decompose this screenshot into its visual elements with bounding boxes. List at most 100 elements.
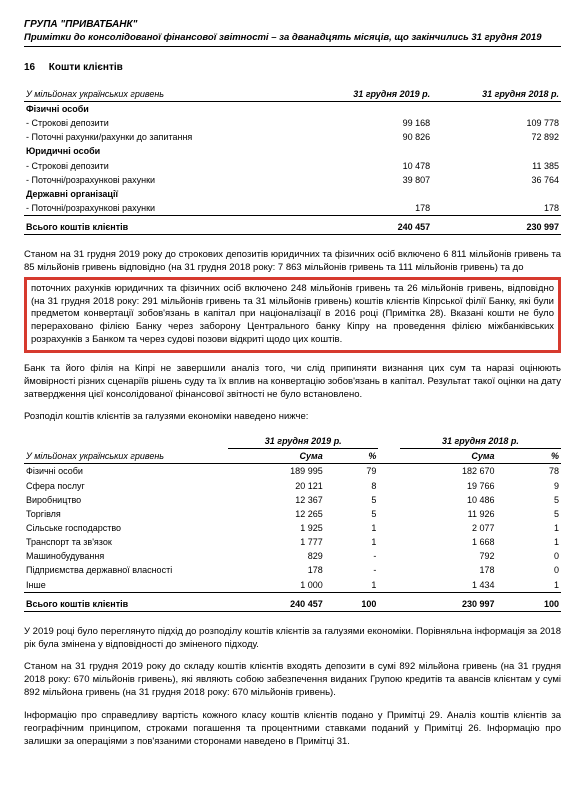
group-header: Фізичні особи [24,101,561,116]
sector-pct-2019: - [325,563,379,577]
table-row: - Строкові депозити 99 168 109 778 [24,116,561,130]
row-value-2018: 11 385 [432,159,561,173]
body-paragraph: Банк та його філія на Кіпрі не завершили… [24,363,561,401]
sector-intro: Розподіл коштів клієнтів за галузями еко… [24,411,561,424]
sector-pct-2018: 78 [497,464,561,479]
row-value-2018: 36 764 [432,173,561,187]
units-label: У мільйонах українських гривень [24,87,303,102]
group-name: Юридичні особи [24,144,303,158]
sector-sum-2018: 10 486 [400,493,497,507]
col-header-2019: 31 грудня 2019 р. [303,87,432,102]
table-row: - Строкові депозити 10 478 11 385 [24,159,561,173]
sector-sum-2018: 2 077 [400,521,497,535]
col-header-2018: 31 грудня 2018 р. [432,87,561,102]
row-label: - Поточні рахунки/рахунки до запитання [24,130,303,144]
row-value-2018: 109 778 [432,116,561,130]
header-rule [24,46,561,47]
sector-label: Транспорт та зв'язок [24,535,228,549]
sector-label: Торгівля [24,507,228,521]
sector-label: Фізичні особи [24,464,228,479]
row-value-2019: 10 478 [303,159,432,173]
highlighted-paragraph: поточних рахунків юридичних та фізичних … [31,283,554,347]
sum-header-2019: Сума [228,449,325,464]
row-value-2018: 72 892 [432,130,561,144]
sector-sum-2019: 12 367 [228,493,325,507]
sum-header-2018: Сума [400,449,497,464]
sector-label: Сільське господарство [24,521,228,535]
total-pct-2018: 100 [497,597,561,612]
sector-label: Виробництво [24,493,228,507]
highlight-box: поточних рахунків юридичних та фізичних … [24,277,561,353]
sector-sum-2018: 178 [400,563,497,577]
group-header: Державні організації [24,187,561,201]
separator [24,235,561,240]
sector-pct-2019: 8 [325,479,379,493]
sector-pct-2019: 1 [325,535,379,549]
sector-row: Торгівля12 265511 9265 [24,507,561,521]
sector-label: Сфера послуг [24,479,228,493]
sector-row: Фізичні особи189 99579182 67078 [24,464,561,479]
row-label: - Поточні/розрахункові рахунки [24,201,303,216]
sector-label: Інше [24,578,228,593]
total-sum-2018: 230 997 [400,597,497,612]
sector-total-row: Всього коштів клієнтів 240 457 100 230 9… [24,597,561,612]
sector-sum-2019: 1 777 [228,535,325,549]
sector-sum-2018: 792 [400,549,497,563]
row-value-2019: 178 [303,201,432,216]
sector-pct-2018: 1 [497,578,561,593]
sector-pct-2019: 1 [325,578,379,593]
sector-pct-2019: 1 [325,521,379,535]
sector-label: Машинобудування [24,549,228,563]
sector-sum-2018: 11 926 [400,507,497,521]
sector-row: Виробництво12 367510 4865 [24,493,561,507]
sector-table: 31 грудня 2019 р. 31 грудня 2018 р. У мі… [24,434,561,616]
sector-pct-2019: 79 [325,464,379,479]
sector-sum-2018: 1 668 [400,535,497,549]
sector-pct-2018: 9 [497,479,561,493]
total-label: Всього коштів клієнтів [24,597,228,612]
section-title: 16 Кошти клієнтів [24,61,561,75]
sector-row: Інше1 00011 4341 [24,578,561,593]
sector-sum-2019: 1 000 [228,578,325,593]
row-value-2018: 178 [432,201,561,216]
separator [24,611,561,616]
sector-pct-2018: 1 [497,521,561,535]
period-2019: 31 грудня 2019 р. [228,434,378,449]
sector-pct-2018: 0 [497,563,561,577]
table-row: - Поточні/розрахункові рахунки 39 807 36… [24,173,561,187]
total-value-2019: 240 457 [303,220,432,235]
total-pct-2019: 100 [325,597,379,612]
footer-paragraph: Інформацію про справедливу вартість кожн… [24,710,561,748]
total-sum-2019: 240 457 [228,597,325,612]
section-number: 16 [24,61,46,75]
page: ГРУПА "ПРИВАТБАНК" Примітки до консолідо… [0,0,585,782]
body-paragraph: Станом на 31 грудня 2019 року до строков… [24,249,561,275]
table-header-row: У мільйонах українських гривень 31 грудн… [24,87,561,102]
sector-sum-2019: 1 925 [228,521,325,535]
period-2018: 31 грудня 2018 р. [400,434,561,449]
pct-header-2018: % [497,449,561,464]
sector-sum-2018: 19 766 [400,479,497,493]
sector-pct-2019: 5 [325,493,379,507]
sector-sum-2019: 178 [228,563,325,577]
sector-header-columns: У мільйонах українських гривень Сума % С… [24,449,561,464]
total-row: Всього коштів клієнтів 240 457 230 997 [24,220,561,235]
header-subtitle: Примітки до консолідованої фінансової зв… [24,32,561,45]
units-label: У мільйонах українських гривень [24,449,228,464]
pct-header-2019: % [325,449,379,464]
sector-pct-2019: 5 [325,507,379,521]
row-value-2019: 99 168 [303,116,432,130]
group-name: Державні організації [24,187,303,201]
sector-pct-2018: 5 [497,493,561,507]
footer-paragraph: Станом на 31 грудня 2019 року до складу … [24,661,561,699]
header-org: ГРУПА "ПРИВАТБАНК" [24,18,561,32]
sector-label: Підприємства державної власності [24,563,228,577]
section-name: Кошти клієнтів [49,62,123,73]
table-row: - Поточні рахунки/рахунки до запитання 9… [24,130,561,144]
row-value-2019: 90 826 [303,130,432,144]
sector-row: Машинобудування829-7920 [24,549,561,563]
row-value-2019: 39 807 [303,173,432,187]
group-header: Юридичні особи [24,144,561,158]
sector-sum-2018: 182 670 [400,464,497,479]
sector-header-periods: 31 грудня 2019 р. 31 грудня 2018 р. [24,434,561,449]
